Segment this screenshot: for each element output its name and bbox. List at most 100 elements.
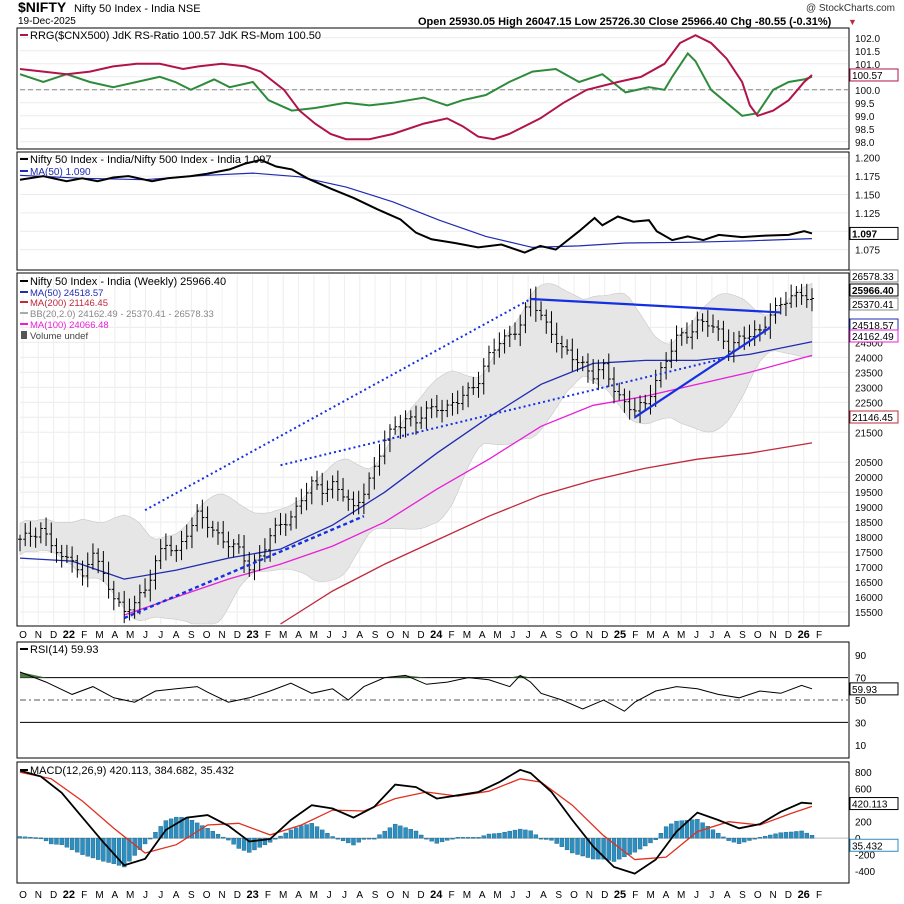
- ohlc-bar: [117, 592, 121, 607]
- macd-histogram-bar: [481, 835, 486, 839]
- ohlc-bar: [513, 322, 517, 340]
- ratio-ma-legend: MA(50) 1.090: [30, 167, 91, 178]
- price-x-label: F: [632, 630, 638, 641]
- price-x-label: 26: [798, 629, 810, 641]
- macd-histogram-bar: [137, 837, 143, 850]
- rsi-value-label: 59.93: [852, 685, 877, 696]
- ohlc-bar: [242, 535, 247, 573]
- ohlc-bar: [325, 480, 330, 502]
- macd-histogram-bar: [653, 837, 658, 841]
- macd-histogram-bar: [788, 831, 794, 839]
- price-x-label: S: [372, 630, 379, 641]
- ohlc-bar: [221, 520, 226, 549]
- rrg-legend: RRG($CNX500) JdK RS-Ratio 100.57 JdK RS-…: [30, 30, 321, 42]
- macd-histogram-bar: [132, 837, 137, 856]
- ohlc-bar: [216, 521, 220, 545]
- ohlc-bar: [752, 320, 757, 346]
- macd-histogram-bar: [643, 837, 648, 847]
- rsi-panel: [16, 641, 850, 759]
- price-x-label: M: [463, 630, 471, 641]
- price-y-tick: 20500: [855, 458, 883, 469]
- ohlc-bar: [393, 416, 398, 435]
- symbol-title: $NIFTY: [18, 0, 67, 15]
- ohlc-bar: [518, 314, 523, 347]
- ohlc-bar: [419, 406, 424, 429]
- price-y-tick: 24000: [855, 353, 883, 364]
- macd-histogram-bar: [231, 837, 236, 845]
- trendline: [530, 297, 781, 314]
- ohlc-bar: [450, 392, 455, 416]
- rsi-y-tick: 50: [855, 696, 867, 707]
- price-value-label: 24162.49: [852, 332, 894, 343]
- ohlc-bar: [252, 554, 257, 581]
- ohlc-bar: [486, 345, 491, 373]
- ohlc-bar: [424, 401, 429, 429]
- ohlc-bar: [804, 283, 809, 308]
- rrg-value-label: 100.57: [852, 71, 883, 82]
- macd-histogram-bar: [502, 831, 507, 839]
- ratio-y-tick: 1.075: [855, 246, 880, 257]
- macd-histogram-bar: [80, 837, 85, 855]
- ohlc-bar: [330, 475, 335, 499]
- macd-x-label: F: [265, 890, 271, 901]
- macd-histogram-bar: [450, 837, 455, 840]
- legend-swatches: [20, 34, 28, 771]
- ohlc-bar: [106, 561, 111, 599]
- macd-histogram-bar: [28, 836, 33, 839]
- ratio-legend: Nifty 50 Index - India/Nifty 500 Index -…: [30, 154, 272, 178]
- price-y-tick: 16500: [855, 578, 883, 589]
- ohlc-bar: [627, 390, 632, 420]
- macd-x-label: O: [570, 890, 578, 901]
- rsi-y-tick: 70: [855, 674, 867, 685]
- macd-histogram-bar: [189, 820, 195, 839]
- macd-histogram-bar: [757, 837, 763, 839]
- macd-histogram-bar: [392, 823, 398, 839]
- ohlc-bar: [544, 309, 549, 334]
- ohlc-bar: [169, 535, 174, 557]
- fill-layer: [17, 282, 815, 868]
- rsi-value-label-box: [849, 682, 899, 696]
- ohlc-bar: [315, 470, 319, 490]
- macd-histogram-bar: [747, 837, 752, 841]
- macd-x-label: M: [279, 890, 287, 901]
- macd-histogram-bar: [377, 834, 382, 839]
- macd-histogram-bar: [716, 833, 721, 839]
- macd-histogram-bar: [684, 819, 690, 839]
- macd-x-label: J: [510, 890, 515, 901]
- price-x-label: O: [570, 630, 578, 641]
- ohlc-bar: [648, 384, 653, 415]
- rsi-overbought-fill: [20, 672, 47, 678]
- macd-y-tick: 200: [855, 818, 872, 829]
- ohlc-bar: [398, 414, 403, 439]
- macd-histogram-bar: [304, 824, 309, 839]
- legend-bb: BB(20,2.0) 24162.49 - 25370.41 - 26578.3…: [30, 309, 214, 320]
- price-x-label: A: [479, 630, 486, 641]
- macd-x-label: O: [19, 890, 27, 901]
- ohlc-bar: [507, 325, 512, 348]
- price-y-tick: 15500: [855, 608, 883, 619]
- ohlc-bar: [799, 283, 804, 305]
- macd-histogram-bar: [122, 837, 127, 868]
- macd-histogram-bar: [726, 837, 731, 841]
- ratio-value-label-box: [849, 226, 899, 240]
- ohlc-bar: [283, 513, 288, 536]
- rrg-y-tick: 100.0: [855, 86, 880, 97]
- macd-histogram-bar: [794, 831, 799, 839]
- ohlc-bar: [684, 322, 689, 344]
- macd-x-label: 23: [246, 889, 258, 901]
- macd-x-label: F: [449, 890, 455, 901]
- ohlc-bar: [466, 382, 471, 408]
- trendline: [634, 326, 771, 419]
- macd-histogram-bar: [372, 837, 377, 840]
- ohlc-bar: [794, 286, 799, 308]
- macd-x-label: J: [342, 890, 347, 901]
- price-x-label: 22: [63, 629, 75, 641]
- macd-histogram-bar: [278, 835, 283, 839]
- macd-x-label: M: [126, 890, 134, 901]
- macd-x-label: N: [586, 890, 593, 901]
- ohlc-bar: [49, 522, 54, 554]
- ohlc-bar: [742, 326, 747, 350]
- macd-histogram-bar: [226, 837, 231, 841]
- ohlc-bar: [757, 324, 762, 342]
- macd-x-label: 24: [430, 889, 443, 901]
